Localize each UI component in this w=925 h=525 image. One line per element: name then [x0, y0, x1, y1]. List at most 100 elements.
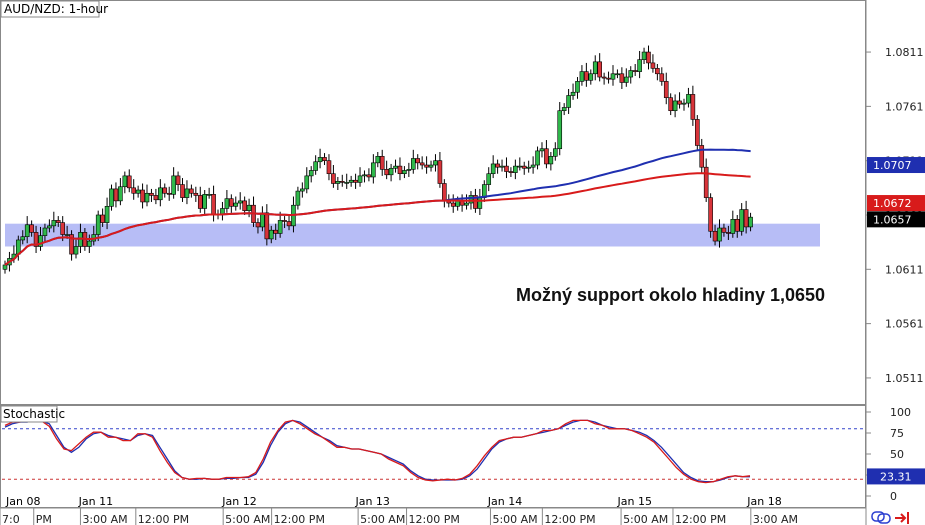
candle-body: [433, 160, 438, 166]
candle-body: [379, 156, 385, 170]
candle-body: [33, 232, 39, 247]
candle-body: [734, 219, 740, 232]
candle-body: [308, 170, 314, 177]
candle-body: [384, 169, 389, 176]
candle-body: [317, 157, 323, 163]
candle-body: [375, 156, 381, 164]
candle-body: [748, 216, 753, 228]
candle-body: [357, 175, 363, 183]
candle-body: [663, 81, 669, 98]
candle-body: [60, 222, 65, 235]
x-axis-date-label: Jan 13: [354, 495, 389, 508]
candle-body: [286, 221, 292, 227]
x-axis-time-label: 12:00 PM: [544, 513, 595, 525]
candle-body: [717, 227, 722, 242]
candle-body: [508, 171, 514, 173]
candle-body: [220, 208, 225, 215]
candle-body: [495, 163, 500, 168]
candle-body: [211, 194, 216, 216]
candle-body: [703, 166, 709, 198]
candle-body: [189, 188, 194, 194]
moving-average-red: [4, 172, 751, 266]
candle-body: [393, 165, 398, 169]
candle-body: [171, 175, 176, 195]
candle-body: [672, 100, 678, 112]
candle-body: [339, 181, 345, 183]
candle-body: [126, 175, 132, 189]
candle-body: [606, 77, 611, 80]
x-axis-time-label: 12:00 PM: [138, 513, 189, 525]
candle-body: [224, 198, 230, 209]
candle-body: [517, 165, 523, 168]
candle-body: [402, 170, 407, 175]
x-axis-date-label: Jan 12: [221, 495, 256, 508]
x-axis-time-label: 5:00 AM: [360, 513, 405, 525]
candle-body: [348, 179, 354, 183]
candle-body: [255, 222, 261, 228]
candle-body: [477, 197, 483, 209]
candle-body: [455, 200, 460, 207]
price-label-box: [867, 157, 925, 174]
candle-body: [362, 174, 367, 177]
candle-body: [193, 192, 199, 196]
candle-body: [437, 160, 443, 184]
x-axis-time-label: 5:00 AM: [225, 513, 270, 525]
stochastic-axis-label: 50: [890, 448, 904, 461]
x-axis-time-label: 12:00 PM: [409, 513, 460, 525]
candle-body: [55, 220, 61, 223]
x-axis-time-label: 5:00 AM: [623, 513, 668, 525]
candle-body: [552, 148, 558, 157]
arrow-right-to-bar-icon[interactable]: [895, 512, 909, 524]
candle-body: [104, 206, 110, 223]
candle-body: [712, 230, 718, 242]
candle-body: [410, 158, 416, 170]
x-axis-time-label: 12:00 PM: [675, 513, 726, 525]
axis-layer: 1.08111.07611.07111.06611.06111.05611.05…: [0, 46, 925, 525]
candle-body: [282, 220, 287, 222]
candle-body: [628, 70, 634, 78]
candle-body: [530, 164, 536, 168]
candle-body: [313, 161, 318, 171]
stochastic-value-text: 23.31: [880, 470, 912, 483]
x-axis-date-label: Jan 08: [5, 495, 40, 508]
candle-body: [242, 200, 247, 211]
candle-body: [721, 227, 727, 233]
candle-body: [597, 61, 602, 78]
price-axis-label: 1.0811: [885, 46, 924, 59]
candle-body: [113, 188, 119, 202]
candle-body: [535, 150, 540, 166]
stochastic-axis-label: 0: [890, 490, 897, 503]
candle-body: [371, 162, 376, 178]
candle-body: [264, 212, 270, 240]
candle-body: [38, 235, 43, 247]
candle-body: [388, 167, 394, 176]
candle-body: [144, 192, 150, 203]
price-layer: [2, 45, 820, 274]
candle-body: [499, 165, 505, 168]
support-annotation: Možný support okolo hladiny 1,0650: [516, 285, 825, 305]
price-label-text: 1.0657: [873, 213, 912, 226]
price-label-text: 1.0707: [873, 159, 912, 172]
link-icon[interactable]: [871, 511, 891, 524]
candle-body: [677, 100, 682, 105]
candle-body: [695, 119, 700, 146]
candle-body: [646, 51, 651, 64]
price-label-box: [867, 195, 925, 212]
candle-body: [513, 165, 518, 173]
candle-body: [486, 173, 492, 185]
candle-body: [246, 204, 252, 211]
candle-body: [95, 214, 101, 235]
candle-body: [131, 187, 136, 194]
candle-body: [397, 165, 403, 175]
candle-body: [366, 174, 372, 178]
stochastic-layer: [2, 419, 864, 484]
candle-body: [69, 234, 74, 255]
candle-body: [415, 158, 421, 164]
x-axis-date-label: Jan 18: [746, 495, 781, 508]
x-axis-time-label: 12:00 PM: [274, 513, 325, 525]
stochastic-value-box: [867, 468, 925, 485]
candle-body: [47, 225, 52, 229]
candle-body: [681, 102, 687, 105]
candle-body: [353, 179, 358, 183]
candle-body: [64, 234, 70, 236]
